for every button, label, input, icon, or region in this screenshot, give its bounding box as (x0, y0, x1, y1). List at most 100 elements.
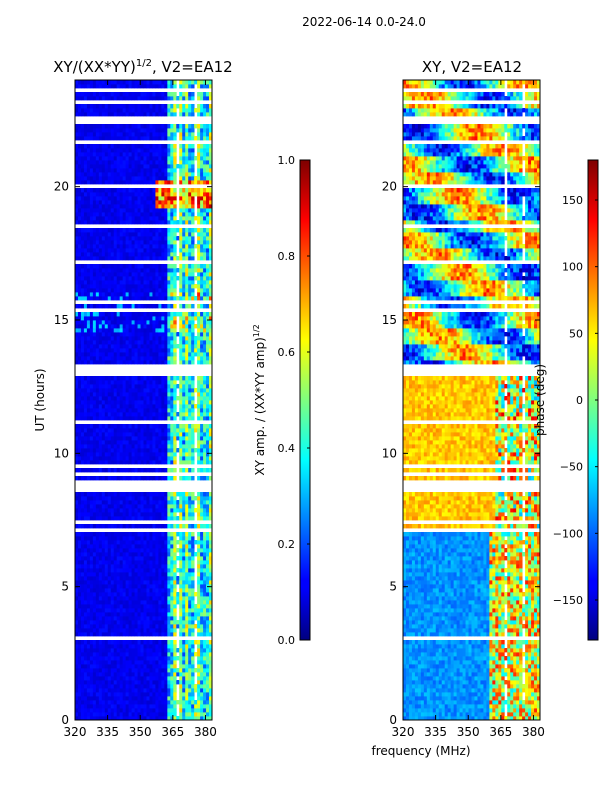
heatmap-cell (191, 244, 195, 249)
heatmap-cell (143, 284, 147, 289)
heatmap-cell (134, 516, 138, 521)
heatmap-cell (173, 588, 177, 593)
heatmap-cell (77, 348, 82, 353)
heatmap-cell (107, 616, 112, 621)
heatmap-cell (209, 712, 213, 717)
heatmap-cell (86, 216, 91, 221)
heatmap-cell (206, 232, 210, 237)
heatmap-cell (152, 564, 156, 569)
heatmap-cell (155, 268, 159, 273)
heatmap-cell (158, 584, 162, 589)
heatmap-cell (140, 340, 144, 345)
heatmap-cell (164, 588, 168, 593)
heatmap-cell (182, 276, 186, 281)
heatmap-cell (185, 540, 189, 545)
heatmap-cell (182, 288, 186, 293)
heatmap-cell (152, 652, 156, 657)
heatmap-cell (104, 424, 109, 429)
heatmap-cell (75, 240, 79, 245)
heatmap-cell (77, 548, 82, 553)
heatmap-cell (188, 572, 192, 577)
heatmap-cell (182, 272, 186, 277)
heatmap-cell (98, 440, 103, 445)
heatmap-cell (194, 496, 198, 501)
heatmap-cell (137, 632, 141, 637)
heatmap-cell (161, 508, 165, 513)
heatmap-cell (101, 272, 106, 277)
heatmap-cell (185, 380, 189, 385)
heatmap-cell (101, 632, 106, 637)
heatmap-cell (170, 408, 174, 413)
heatmap-cell (86, 476, 91, 481)
heatmap-cell (206, 552, 210, 557)
heatmap-cell (173, 468, 177, 473)
heatmap-cell (161, 240, 165, 245)
heatmap-cell (113, 500, 118, 505)
heatmap-cell (209, 576, 213, 581)
heatmap-cell (137, 568, 141, 573)
heatmap-cell (188, 268, 192, 273)
heatmap-cell (179, 600, 183, 605)
heatmap-cell (101, 544, 106, 549)
heatmap-cell (206, 568, 210, 573)
heatmap-cell (146, 384, 150, 389)
heatmap-cell (113, 680, 118, 685)
heatmap-cell (75, 592, 79, 597)
heatmap-cell (110, 340, 115, 345)
heatmap-cell (122, 608, 127, 613)
heatmap-cell (155, 660, 159, 665)
heatmap-cell (197, 508, 201, 513)
heatmap-cell (86, 616, 91, 621)
heatmap-cell (182, 376, 186, 381)
heatmap-cell (98, 508, 103, 513)
heatmap-cell (170, 716, 174, 721)
heatmap-cell (128, 700, 132, 705)
heatmap-cell (170, 212, 174, 217)
heatmap-cell (158, 700, 162, 705)
heatmap-cell (167, 612, 171, 617)
heatmap-cell (98, 460, 103, 465)
heatmap-cell (182, 412, 186, 417)
heatmap-cell (113, 676, 118, 681)
heatmap-cell (182, 316, 186, 321)
heatmap-cell (80, 600, 85, 605)
heatmap-cell (89, 460, 94, 465)
heatmap-cell (179, 648, 183, 653)
heatmap-cell (98, 696, 103, 701)
heatmap-cell (134, 444, 138, 449)
heatmap-cell (134, 336, 138, 341)
heatmap-cell (110, 276, 115, 281)
heatmap-cell (116, 708, 121, 713)
heatmap-cell (194, 524, 198, 529)
heatmap-cell (134, 440, 138, 445)
heatmap-cell (98, 212, 103, 217)
heatmap-cell (203, 656, 207, 661)
heatmap-cell (173, 544, 177, 549)
heatmap-cell (140, 456, 144, 461)
heatmap-cell (152, 396, 156, 401)
heatmap-cell (131, 540, 135, 545)
heatmap-cell (158, 600, 162, 605)
heatmap-cell (101, 688, 106, 693)
heatmap-cell (197, 352, 201, 357)
heatmap-cell (167, 328, 171, 333)
heatmap-cell (101, 620, 106, 625)
heatmap-cell (203, 392, 207, 397)
heatmap-cell (176, 432, 180, 437)
heatmap-cell (164, 660, 168, 665)
figure-title: 2022-06-14 0.0-24.0 (302, 15, 426, 29)
heatmap-cell (77, 692, 82, 697)
heatmap-cell (113, 256, 118, 261)
heatmap-cell (203, 280, 207, 285)
heatmap-cell (200, 340, 204, 345)
heatmap-cell (95, 244, 100, 249)
heatmap-cell (182, 424, 186, 429)
heatmap-cell (179, 328, 183, 333)
heatmap-cell (119, 532, 124, 537)
heatmap-cell (209, 416, 213, 421)
heatmap-cell (75, 320, 79, 325)
heatmap-cell (98, 600, 103, 605)
heatmap-cell (110, 608, 115, 613)
heatmap-cell (134, 252, 138, 257)
heatmap-cell (113, 672, 118, 677)
